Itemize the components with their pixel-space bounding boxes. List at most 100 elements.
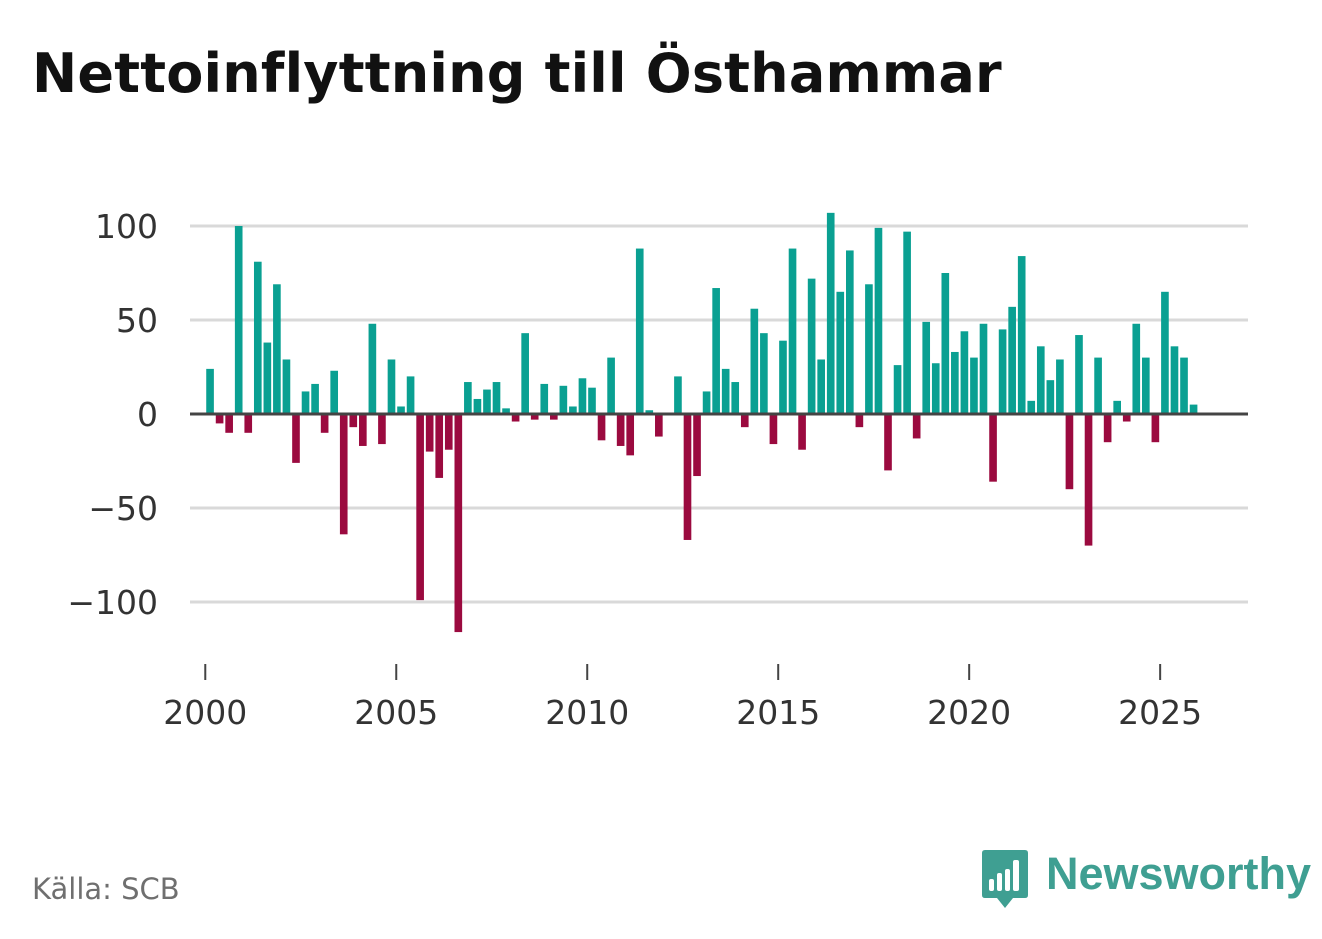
bar: [1170, 346, 1179, 414]
bar: [530, 414, 539, 420]
bar: [292, 414, 300, 463]
bar: [1036, 346, 1045, 414]
bar: [826, 212, 835, 414]
bar: [359, 414, 367, 446]
bar: [454, 414, 463, 633]
bar: [750, 308, 759, 414]
bar: [263, 342, 272, 414]
bar: [225, 414, 233, 433]
x-tick-label: 2000: [163, 693, 247, 732]
y-tick-label: −100: [67, 583, 158, 622]
bar: [635, 248, 644, 414]
bar: [1008, 306, 1016, 414]
bar: [349, 414, 358, 428]
bar: [807, 278, 816, 414]
bar: [769, 414, 778, 445]
bar: [387, 359, 396, 414]
y-tick-label: 0: [137, 395, 158, 434]
bar: [1142, 357, 1150, 414]
bar: [559, 385, 568, 414]
bar: [1094, 357, 1102, 414]
bar: [282, 359, 291, 414]
bar: [464, 382, 472, 414]
bar: [215, 414, 224, 424]
bar: [903, 231, 911, 414]
bar: [922, 321, 931, 414]
bar: [320, 414, 329, 433]
bar: [549, 414, 558, 420]
bar: [1084, 414, 1093, 546]
x-tick-label: 2015: [736, 693, 820, 732]
bar: [607, 357, 615, 414]
bar: [234, 226, 243, 414]
bar: [941, 273, 950, 414]
bar: [616, 414, 625, 446]
bar: [1056, 359, 1064, 414]
bar: [597, 414, 606, 441]
bar: [339, 414, 348, 535]
bar: [998, 329, 1007, 414]
bar: [569, 406, 577, 414]
bar: [540, 383, 549, 414]
bar: [884, 414, 892, 471]
bar: [893, 365, 902, 414]
bar: [330, 370, 339, 414]
bar: [1180, 357, 1188, 414]
bar: [301, 391, 310, 414]
bar: [817, 359, 825, 414]
bar: [1027, 400, 1036, 414]
bar: [1065, 414, 1074, 490]
x-tick-label: 2025: [1118, 693, 1202, 732]
x-axis-ticks: 2000 2005 2010 2015 2020 2025: [163, 664, 1202, 732]
source-note: Källa: SCB: [32, 872, 180, 906]
bar: [836, 291, 845, 414]
bar: [253, 261, 262, 414]
bar: [855, 414, 864, 428]
bar: [244, 414, 253, 433]
bar: [1132, 323, 1141, 414]
bar: [1046, 380, 1055, 414]
bar: [779, 340, 787, 414]
bar: [912, 414, 921, 439]
bar: [1161, 291, 1169, 414]
bar: [1113, 400, 1121, 414]
bar: [626, 414, 635, 456]
bar: [511, 414, 520, 422]
x-tick-label: 2010: [545, 693, 629, 732]
brand-name: Newsworthy: [1046, 848, 1312, 899]
bar: [397, 406, 405, 414]
brand-logo-link: Newsworthy: [980, 848, 1311, 910]
bar: [521, 333, 529, 414]
bar: [951, 351, 959, 414]
bar: [979, 323, 988, 414]
x-tick-label: 2005: [354, 693, 438, 732]
bar: [798, 414, 806, 450]
bar: [760, 333, 768, 414]
bar: [731, 382, 740, 414]
bar: [712, 288, 720, 414]
bar: [273, 284, 281, 414]
bar: [483, 389, 491, 414]
bar: [1017, 256, 1026, 414]
bar: [1151, 414, 1160, 443]
bar: [444, 414, 453, 450]
bar: [368, 323, 377, 414]
bar: [740, 414, 749, 428]
y-tick-label: −50: [88, 489, 158, 528]
bar: [970, 357, 978, 414]
bar: [846, 250, 854, 414]
bar: [416, 414, 424, 601]
x-tick-label: 2020: [927, 693, 1011, 732]
bar: [425, 414, 434, 452]
bar: [1189, 404, 1198, 414]
bar: [702, 391, 711, 414]
bar: [645, 410, 654, 414]
bar: [1122, 414, 1131, 422]
bar: [931, 363, 940, 414]
bar: [788, 248, 797, 414]
bar: [1103, 414, 1112, 443]
bars: [206, 212, 1198, 633]
bar: [502, 408, 510, 414]
bar: [655, 414, 663, 437]
bar: [492, 382, 501, 414]
